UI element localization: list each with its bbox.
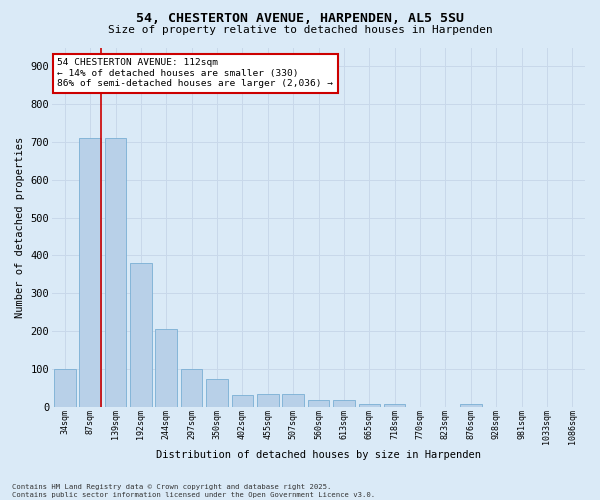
Text: 54 CHESTERTON AVENUE: 112sqm
← 14% of detached houses are smaller (330)
86% of s: 54 CHESTERTON AVENUE: 112sqm ← 14% of de… [58,58,334,88]
Bar [384,404,406,406]
Bar [155,329,177,406]
Bar [54,369,76,406]
Bar [283,394,304,406]
Text: Contains HM Land Registry data © Crown copyright and database right 2025.
Contai: Contains HM Land Registry data © Crown c… [12,484,375,498]
Bar [232,394,253,406]
Y-axis label: Number of detached properties: Number of detached properties [15,136,25,318]
Bar [359,404,380,406]
Bar [105,138,127,406]
Bar [130,263,152,406]
Bar [308,400,329,406]
Bar [333,400,355,406]
X-axis label: Distribution of detached houses by size in Harpenden: Distribution of detached houses by size … [156,450,481,460]
Text: Size of property relative to detached houses in Harpenden: Size of property relative to detached ho… [107,25,493,35]
Bar [206,379,228,406]
Bar [257,394,278,406]
Bar [181,369,202,406]
Text: 54, CHESTERTON AVENUE, HARPENDEN, AL5 5SU: 54, CHESTERTON AVENUE, HARPENDEN, AL5 5S… [136,12,464,26]
Bar [79,138,101,406]
Bar [460,404,482,406]
